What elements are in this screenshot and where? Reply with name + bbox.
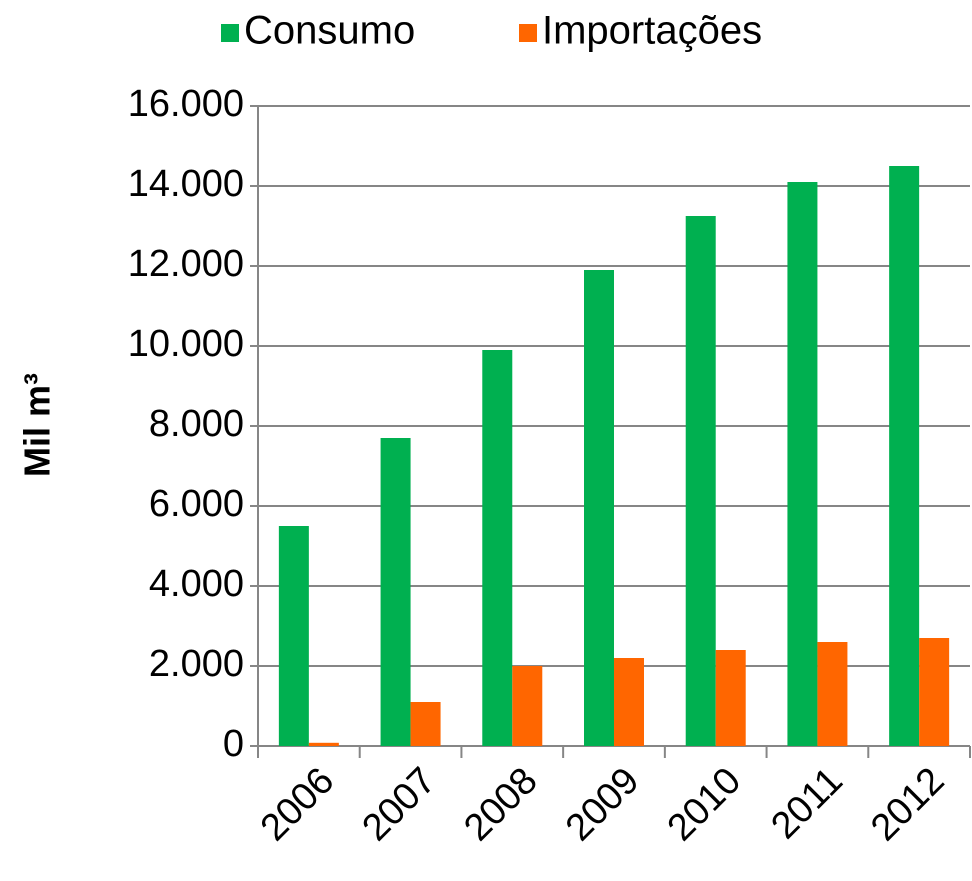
bar: [308, 742, 339, 746]
x-tick-label: 2010: [660, 760, 749, 849]
x-tick-label: 2007: [355, 760, 444, 849]
y-tick-label: 10.000: [128, 323, 244, 365]
bar: [889, 166, 920, 746]
bar: [380, 438, 411, 746]
bar: [919, 638, 950, 746]
x-tick-label: 2011: [763, 760, 850, 847]
x-tick-label: 2012: [863, 760, 952, 849]
legend-swatch: [519, 24, 537, 42]
x-tick-label: 2009: [558, 760, 647, 849]
bar: [787, 182, 818, 746]
bar: [715, 650, 746, 746]
bar: [685, 216, 716, 746]
y-axis-label: Mil m³: [17, 373, 58, 477]
x-tick-label: 2008: [456, 760, 545, 849]
y-tick-label: 14.000: [128, 163, 244, 205]
y-tick-label: 0: [223, 723, 244, 765]
y-tick-label: 6.000: [149, 483, 244, 525]
y-tick-label: 8.000: [149, 403, 244, 445]
y-tick-label: 4.000: [149, 563, 244, 605]
bar: [482, 350, 513, 746]
legend-label: Consumo: [244, 9, 415, 53]
y-tick-label: 2.000: [149, 643, 244, 685]
bar: [584, 270, 614, 746]
bar: [614, 658, 644, 746]
y-tick-label: 16.000: [128, 83, 244, 125]
bar: [410, 702, 441, 746]
x-tick-label: 2006: [253, 760, 342, 849]
y-tick-label: 12.000: [128, 243, 244, 285]
bar: [278, 526, 309, 746]
bar: [817, 642, 848, 746]
legend-swatch: [221, 24, 239, 42]
legend-label: Importações: [542, 9, 762, 53]
bar: [512, 666, 543, 746]
